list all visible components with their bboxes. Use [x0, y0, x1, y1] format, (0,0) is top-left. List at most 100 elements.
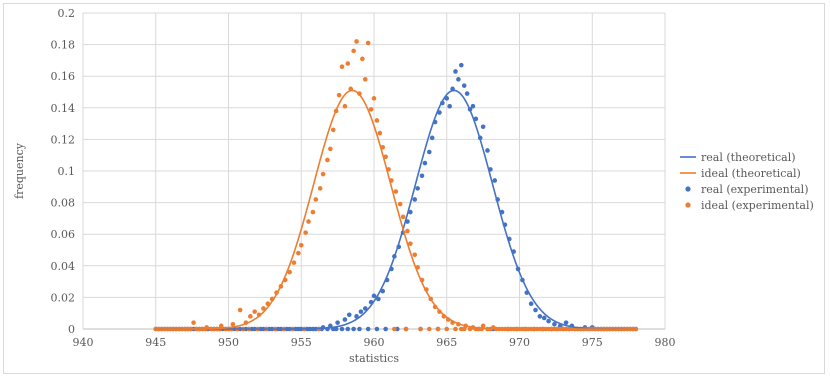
y-tick-label: 0.16	[51, 70, 76, 83]
line-real-theoretical-	[155, 89, 636, 330]
scatter-point	[376, 296, 381, 302]
scatter-point	[546, 318, 551, 324]
scatter-point	[261, 306, 266, 311]
y-tick-label: 0.04	[51, 260, 76, 273]
scatter-point	[287, 269, 292, 275]
legend-swatch-marker	[685, 202, 691, 208]
scatter-point	[392, 326, 397, 332]
scatter-point	[377, 130, 383, 136]
scatter-point	[461, 83, 467, 88]
y-tick-label: 0.18	[51, 39, 76, 52]
scatter-point	[345, 61, 351, 66]
x-tick-labels: 940 945 950 955 960 965 970 975 980	[73, 336, 676, 349]
y-tick-label: 0.2	[58, 7, 76, 20]
scatter-point	[303, 230, 308, 235]
legend-label: real (theoretical)	[701, 151, 796, 164]
x-axis-title: statistics	[349, 352, 399, 365]
scatter-point	[354, 39, 359, 44]
scatter-point	[191, 320, 196, 325]
x-tick-label: 970	[509, 336, 530, 349]
scatter-point	[435, 326, 441, 332]
scatter-point	[358, 309, 364, 314]
scatter-point	[492, 178, 498, 183]
scatter-point	[415, 186, 420, 191]
scatter-point	[333, 326, 339, 332]
scatter-point	[380, 288, 386, 294]
scatter-point	[403, 326, 409, 332]
scatter-point	[298, 242, 304, 248]
y-tick-label: 0.1	[58, 165, 76, 178]
scatter-point	[310, 209, 316, 215]
legend-label: ideal (experimental)	[701, 199, 814, 212]
scatter-point	[248, 314, 253, 319]
x-tick-label: 960	[364, 336, 385, 349]
y-tick-label: 0	[68, 323, 75, 336]
scatter-point	[470, 103, 476, 109]
chart-frame: 0 0.02 0.04 0.06 0.08 0.1 0.12 0.14 0.16 0.18 0.2 …	[3, 3, 825, 374]
y-tick-label: 0.12	[51, 133, 76, 146]
scatter-point	[325, 157, 330, 163]
scatter-point	[528, 301, 534, 307]
scatter-point	[374, 326, 380, 332]
legend: real (theoretical) ideal (theoretical) rea…	[680, 151, 814, 212]
scatter-point	[397, 201, 403, 207]
scatter-point	[393, 189, 399, 194]
scatter-point	[453, 69, 458, 74]
x-tick-label: 945	[145, 336, 166, 349]
scatter-point	[408, 209, 413, 215]
scatter-point	[541, 315, 547, 321]
scatter-point	[459, 62, 464, 68]
scatter-point	[362, 306, 368, 311]
scatter-point	[537, 314, 543, 319]
scatter-point	[306, 219, 311, 224]
scatter-point	[419, 173, 425, 179]
scatter-point	[218, 323, 224, 329]
scatter-point	[317, 186, 323, 191]
chart-svg: 00.020.040.060.080.10.120.140.160.180.2 …	[13, 7, 814, 365]
x-tick-label: 955	[291, 336, 312, 349]
x-tick-label: 980	[655, 336, 676, 349]
scatter-point	[408, 241, 413, 246]
scatter-point	[371, 96, 377, 101]
x-tick-label: 950	[218, 336, 239, 349]
scatter-point	[456, 77, 461, 82]
x-tick-label: 940	[73, 336, 94, 349]
scatter-point	[400, 214, 406, 220]
scatter-point	[552, 321, 557, 327]
scatter-point	[345, 326, 351, 332]
scatter-point	[426, 326, 432, 332]
plot-series	[153, 39, 639, 332]
x-tick-label: 965	[436, 336, 457, 349]
scatter-point	[362, 77, 368, 82]
y-tick-label: 0.02	[51, 291, 76, 304]
legend-label: real (experimental)	[701, 183, 809, 196]
series-real-experimental-	[153, 62, 639, 332]
scatter-point	[330, 127, 336, 133]
scatter-point	[342, 317, 348, 322]
scatter-point	[533, 307, 538, 313]
scatter-point	[485, 148, 490, 153]
scatter-point	[252, 309, 257, 314]
legend-swatch-marker	[685, 186, 691, 192]
y-tick-label: 0.14	[51, 102, 76, 115]
scatter-point	[320, 171, 326, 177]
scatter-point	[453, 326, 458, 332]
scatter-point	[357, 326, 362, 332]
scatter-point	[351, 326, 356, 332]
scatter-point	[383, 154, 388, 160]
scatter-point	[296, 250, 301, 256]
scatter-point	[383, 326, 388, 332]
scatter-point	[328, 146, 333, 152]
scatter-point	[230, 321, 236, 327]
scatter-point	[368, 107, 374, 112]
series-ideal-experimental-	[153, 39, 639, 332]
scatter-point	[426, 149, 432, 155]
scatter-point	[335, 320, 340, 325]
scatter-point	[412, 197, 418, 202]
y-tick-label: 0.08	[51, 197, 76, 210]
y-axis-title: frequency	[13, 142, 26, 199]
y-tick-labels: 0 0.02 0.04 0.06 0.08 0.1 0.12 0.14 0.16 0.18 0.2	[51, 7, 76, 336]
scatter-point	[346, 312, 352, 318]
scatter-point	[444, 326, 450, 332]
scatter-point	[339, 64, 345, 70]
